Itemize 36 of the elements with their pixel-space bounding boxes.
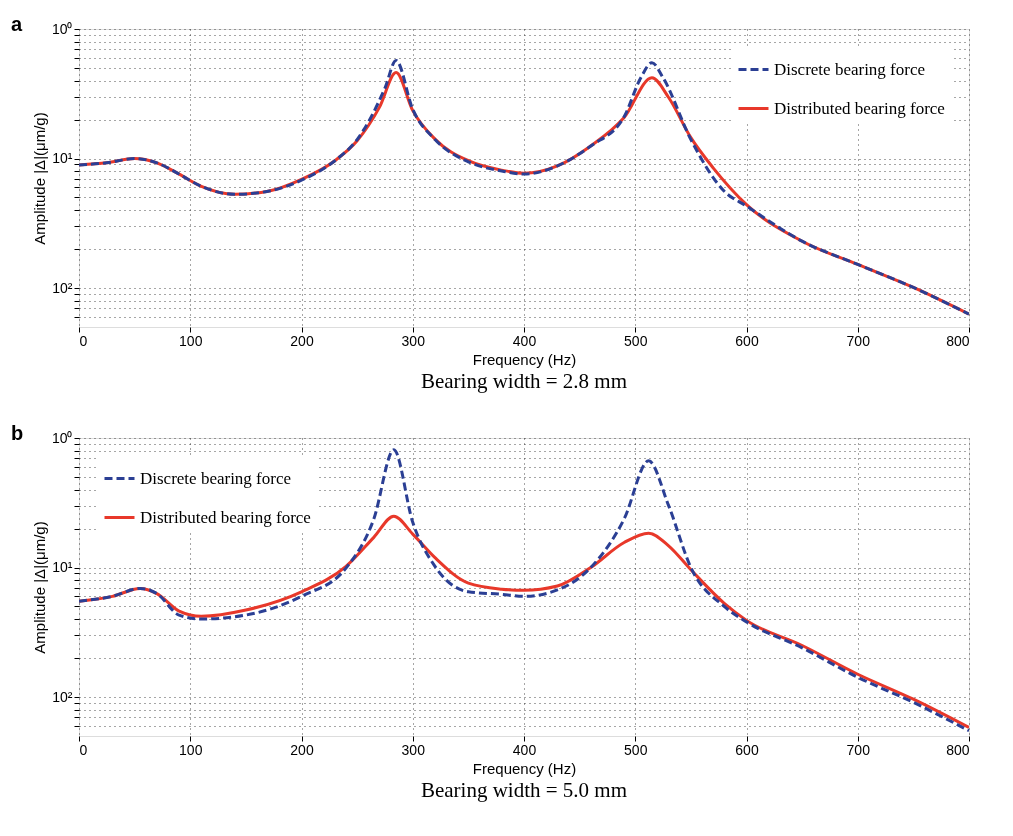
x-tick-label: 800 [946, 332, 970, 349]
legend-label: Distributed bearing force [774, 98, 945, 118]
text: Bearing width = 5.0 mm [420, 778, 628, 802]
x-tick-label: 500 [624, 332, 648, 349]
x-tick-label: 700 [846, 332, 871, 349]
y-axis-title: Amplitude |Δ|(μm/g) [30, 112, 48, 245]
x-tick-label: 100 [179, 332, 203, 349]
x-tick-label: 400 [512, 741, 537, 758]
x-tick-label: 300 [401, 332, 426, 349]
x-axis-title: Frequency (Hz) [472, 759, 577, 777]
y-tick-label: 10² [52, 279, 73, 296]
text: a [11, 13, 23, 35]
legend-label: Discrete bearing force [140, 468, 292, 488]
y-tick-label: 10¹ [52, 559, 73, 576]
y-tick-label: 10¹ [52, 150, 73, 167]
y-tick-label: 10² [52, 688, 73, 705]
y-axis-title: Amplitude |Δ|(μm/g) [30, 521, 48, 654]
x-axis-title: Frequency (Hz) [472, 350, 577, 368]
x-tick-label: 400 [512, 332, 537, 349]
x-tick-label: 200 [290, 741, 314, 758]
x-tick-label: 600 [735, 332, 759, 349]
legend-label: Discrete bearing force [774, 59, 926, 79]
y-tick-label: 10⁰ [51, 20, 73, 37]
y-tick-label: 10⁰ [51, 429, 73, 446]
x-tick-label: 0 [79, 332, 88, 349]
x-tick-label: 200 [290, 332, 314, 349]
x-tick-label: 100 [179, 741, 203, 758]
x-tick-label: 700 [846, 741, 871, 758]
text: b [11, 422, 24, 444]
x-tick-label: 0 [79, 741, 88, 758]
legend-label: Distributed bearing force [140, 507, 311, 527]
text: Bearing width = 2.8 mm [420, 369, 628, 393]
x-tick-label: 600 [735, 741, 759, 758]
x-tick-label: 300 [401, 741, 426, 758]
x-tick-label: 800 [946, 741, 970, 758]
x-tick-label: 500 [624, 741, 648, 758]
